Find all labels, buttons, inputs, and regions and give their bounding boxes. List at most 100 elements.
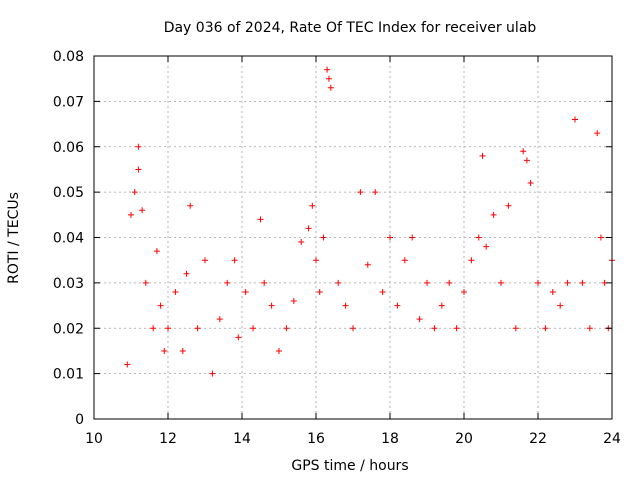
data-point bbox=[431, 325, 438, 332]
x-tick-label: 18 bbox=[381, 431, 399, 447]
data-point bbox=[216, 316, 223, 323]
data-point bbox=[523, 157, 530, 164]
data-point bbox=[342, 302, 349, 309]
data-point bbox=[394, 302, 401, 309]
y-tick-label: 0.07 bbox=[53, 94, 84, 110]
x-tick-label: 22 bbox=[529, 431, 547, 447]
data-points bbox=[124, 66, 615, 377]
data-point bbox=[172, 288, 179, 295]
data-point bbox=[535, 279, 541, 286]
data-point bbox=[209, 370, 216, 377]
x-tick-label: 24 bbox=[603, 431, 621, 447]
y-axis-label: ROTI / TECUs bbox=[6, 192, 22, 284]
data-point bbox=[542, 325, 549, 332]
data-point bbox=[527, 180, 534, 187]
data-point bbox=[364, 261, 371, 268]
data-point bbox=[309, 202, 316, 209]
data-point bbox=[335, 279, 342, 286]
x-tick-label: 16 bbox=[307, 431, 325, 447]
data-point bbox=[468, 257, 475, 264]
data-point bbox=[475, 234, 482, 241]
data-point bbox=[139, 207, 146, 214]
data-point bbox=[261, 279, 268, 286]
data-point bbox=[135, 166, 142, 173]
data-point bbox=[594, 130, 601, 137]
y-tick-label: 0 bbox=[75, 412, 84, 428]
data-point bbox=[350, 325, 356, 332]
data-point bbox=[165, 325, 171, 332]
data-point bbox=[597, 234, 604, 241]
data-point bbox=[135, 143, 142, 150]
data-point bbox=[327, 84, 334, 91]
y-tick-label: 0.01 bbox=[53, 367, 84, 383]
x-tick-label: 12 bbox=[159, 431, 177, 447]
data-point bbox=[183, 270, 190, 277]
data-point bbox=[372, 189, 379, 196]
data-point bbox=[305, 225, 312, 232]
x-tick-label: 20 bbox=[455, 431, 473, 447]
data-point bbox=[379, 288, 386, 295]
data-point bbox=[313, 257, 319, 264]
data-point bbox=[153, 248, 160, 255]
data-point bbox=[461, 288, 467, 295]
y-tick-label: 0.06 bbox=[53, 140, 84, 156]
data-point bbox=[268, 302, 275, 309]
data-point bbox=[498, 279, 504, 286]
data-point bbox=[187, 202, 194, 209]
axes: 10 12 14 16 18 20 22 24 0 0.01 0.02 0.03 0.04 0.05 0.0… bbox=[53, 49, 621, 447]
data-point bbox=[320, 234, 327, 241]
y-tick-label: 0.03 bbox=[53, 276, 84, 292]
data-point bbox=[290, 298, 297, 305]
y-tick-label: 0.08 bbox=[53, 49, 84, 65]
y-tick-label: 0.05 bbox=[53, 185, 84, 201]
data-point bbox=[257, 216, 264, 223]
data-point bbox=[512, 325, 519, 332]
data-point bbox=[150, 325, 157, 332]
data-point bbox=[224, 279, 231, 286]
x-tick-label: 10 bbox=[85, 431, 103, 447]
y-tick-label: 0.04 bbox=[53, 231, 84, 247]
data-point bbox=[416, 316, 423, 323]
data-point bbox=[298, 239, 305, 246]
data-point bbox=[564, 279, 571, 286]
plot-frame bbox=[93, 55, 613, 420]
data-point bbox=[202, 257, 208, 264]
data-point bbox=[242, 288, 249, 295]
data-point bbox=[231, 257, 238, 264]
data-point bbox=[179, 347, 186, 354]
data-point bbox=[520, 148, 527, 155]
data-point bbox=[387, 234, 393, 241]
data-point bbox=[438, 302, 445, 309]
grid-lines bbox=[94, 56, 612, 419]
data-point bbox=[276, 347, 282, 354]
data-point bbox=[479, 152, 486, 159]
data-point bbox=[250, 325, 257, 332]
data-point bbox=[401, 257, 408, 264]
data-point bbox=[161, 347, 168, 354]
y-tick-label: 0.02 bbox=[53, 321, 84, 337]
data-point bbox=[549, 288, 556, 295]
data-point bbox=[157, 302, 164, 309]
data-point bbox=[572, 116, 578, 123]
data-point bbox=[142, 279, 149, 286]
data-point bbox=[505, 202, 512, 209]
data-point bbox=[453, 325, 460, 332]
data-point bbox=[557, 302, 564, 309]
data-point bbox=[235, 334, 242, 341]
data-point bbox=[579, 279, 586, 286]
data-point bbox=[124, 361, 131, 368]
data-point bbox=[316, 288, 323, 295]
data-point bbox=[586, 325, 593, 332]
data-point bbox=[325, 75, 332, 82]
data-point bbox=[324, 66, 331, 73]
data-point bbox=[131, 189, 138, 196]
chart-title: Day 036 of 2024, Rate Of TEC Index for r… bbox=[164, 20, 537, 36]
data-point bbox=[357, 189, 364, 196]
data-point bbox=[128, 211, 134, 218]
data-point bbox=[446, 279, 453, 286]
x-axis-label: GPS time / hours bbox=[291, 458, 408, 474]
data-point bbox=[490, 211, 497, 218]
data-point bbox=[194, 325, 201, 332]
